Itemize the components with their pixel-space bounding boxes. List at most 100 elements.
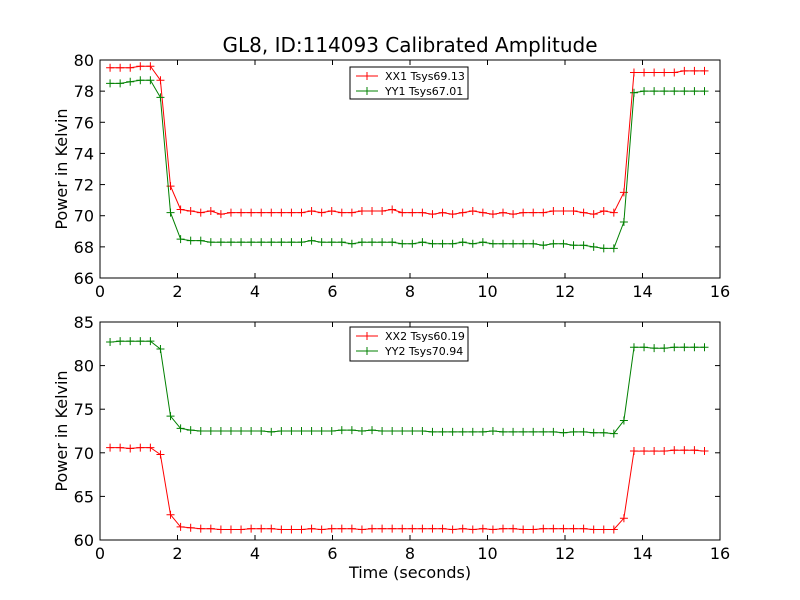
data-point (368, 524, 377, 533)
data-point (448, 239, 457, 248)
y-tick-label: 68 (74, 238, 94, 257)
x-tick-label: 2 (172, 282, 182, 301)
data-point (589, 428, 598, 437)
data-point (549, 239, 558, 248)
data-point (166, 510, 175, 519)
data-point (408, 427, 417, 435)
data-point (126, 444, 135, 453)
data-point (529, 525, 538, 534)
data-point (206, 427, 215, 435)
legend-label: XX2 Tsys60.19 (385, 330, 465, 343)
data-point (388, 205, 397, 214)
data-point (388, 238, 397, 247)
data-point (418, 524, 427, 533)
subplot-2: 0 2 4 6 8 10 12 14 16 60 65 70 75 80 85 Power in Kelvin… (52, 313, 730, 582)
data-point (176, 205, 185, 214)
data-point (287, 208, 296, 217)
data-point (609, 525, 618, 534)
data-point (549, 524, 558, 533)
data-point (458, 238, 467, 247)
data-point (589, 242, 598, 251)
data-point (670, 87, 679, 96)
y-tick-label: 80 (74, 357, 94, 376)
data-point (468, 207, 477, 216)
data-point (599, 244, 608, 253)
data-point (529, 208, 538, 217)
data-point (237, 525, 246, 534)
data-point (196, 427, 205, 435)
x-tick-label: 0 (95, 282, 105, 301)
data-point (408, 239, 417, 248)
data-point (398, 208, 407, 217)
data-point (569, 427, 578, 436)
data-point (297, 238, 306, 247)
data-point (680, 446, 689, 455)
data-point (549, 427, 558, 436)
data-point (216, 238, 225, 247)
data-point (368, 207, 377, 216)
data-point (317, 525, 326, 534)
data-point (599, 525, 608, 534)
data-point (166, 412, 175, 421)
data-point (307, 236, 316, 245)
x-tick-label: 10 (477, 544, 497, 563)
legend-box (349, 66, 469, 100)
data-point (368, 238, 377, 247)
data-point (660, 87, 669, 96)
y-tick-label: 85 (74, 313, 94, 332)
data-point (549, 207, 558, 216)
data-point (297, 208, 306, 217)
data-point (196, 524, 205, 533)
data-point (519, 208, 528, 217)
x-tick-label: 6 (327, 544, 337, 563)
data-point (619, 416, 628, 425)
x-tick-label: 6 (327, 282, 337, 301)
data-point (690, 343, 699, 352)
data-point (468, 427, 477, 436)
data-point (106, 63, 115, 72)
data-point (106, 443, 115, 452)
data-point (277, 208, 286, 217)
data-point (579, 524, 588, 533)
data-point (267, 208, 276, 217)
data-point (257, 524, 266, 533)
data-point (488, 239, 497, 248)
data-point (629, 447, 638, 456)
data-point (478, 208, 487, 217)
data-point (478, 524, 487, 533)
data-point (468, 239, 477, 248)
data-point (458, 208, 467, 217)
data-point (116, 63, 125, 72)
data-point (176, 235, 185, 244)
legend-label: XX1 Tsys69.13 (385, 70, 465, 83)
data-point (337, 238, 346, 247)
data-point (569, 207, 578, 216)
data-point (267, 524, 276, 533)
data-point (357, 427, 366, 435)
data-point (216, 525, 225, 534)
data-point (116, 79, 125, 88)
data-point (619, 514, 628, 523)
data-point (690, 66, 699, 75)
data-point (428, 524, 437, 533)
data-point (579, 427, 588, 436)
x-axis-label: Time (seconds) (348, 563, 471, 582)
data-point (277, 238, 286, 247)
data-point (176, 424, 185, 433)
data-point (599, 428, 608, 437)
data-point (327, 427, 336, 435)
data-point (629, 343, 638, 352)
data-point (660, 447, 669, 456)
data-point (640, 68, 649, 77)
data-point (428, 210, 437, 219)
data-point (398, 524, 407, 533)
data-point (438, 239, 447, 248)
data-point (529, 239, 538, 248)
x-tick-label: 10 (477, 282, 497, 301)
data-point (509, 210, 518, 219)
series-xx1 (106, 62, 709, 219)
data-point (247, 524, 256, 533)
